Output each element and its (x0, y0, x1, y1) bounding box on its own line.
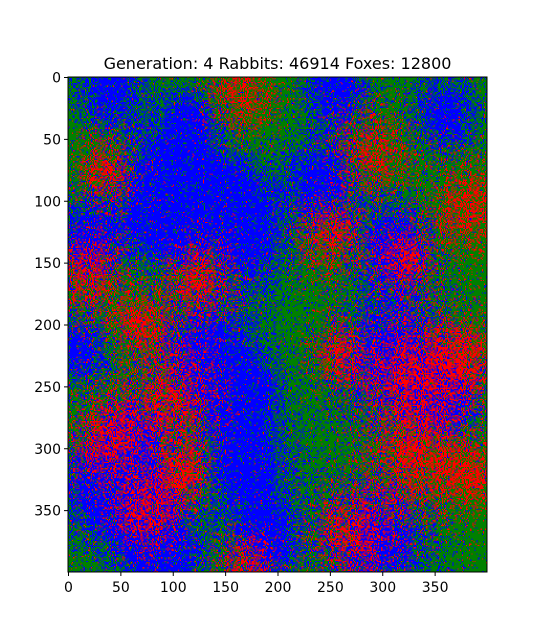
x-axis: 0 50 100 150 200 250 300 350 (64, 572, 448, 596)
y-axis: 0 50 100 150 200 250 300 350 (34, 71, 68, 520)
y-tick-label: 150 (34, 256, 61, 272)
x-tick-label: 300 (369, 580, 396, 596)
y-tick-label: 250 (34, 380, 61, 396)
x-tick-label: 150 (212, 580, 239, 596)
x-tick-label: 50 (112, 580, 130, 596)
simulation-heatmap (68, 77, 487, 572)
y-tick-label: 350 (34, 504, 61, 520)
y-tick-label: 0 (52, 71, 61, 87)
y-tick-label: 100 (34, 194, 61, 210)
x-tick-label: 0 (64, 580, 73, 596)
plot-frame (67, 76, 488, 573)
x-tick-label: 350 (422, 580, 449, 596)
y-tick-label: 50 (43, 132, 61, 148)
y-tick-label: 300 (34, 442, 61, 458)
chart-title: Generation: 4 Rabbits: 46914 Foxes: 1280… (104, 54, 452, 73)
y-tick-label: 200 (34, 318, 61, 334)
x-tick-label: 100 (160, 580, 187, 596)
x-tick-label: 250 (317, 580, 344, 596)
x-tick-label: 200 (265, 580, 292, 596)
